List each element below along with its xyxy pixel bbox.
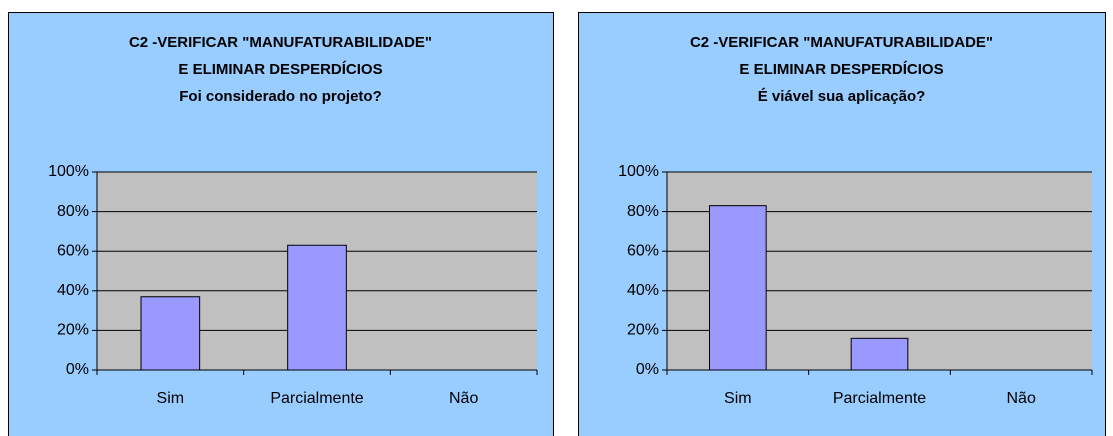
- x-tick-label: Não: [449, 390, 478, 407]
- y-tick-label: 40%: [627, 282, 659, 299]
- x-tick-label: Não: [1006, 390, 1035, 407]
- y-tick-label: 40%: [57, 282, 89, 299]
- chart-title: É viável sua aplicação?: [758, 88, 926, 105]
- chart-title: E ELIMINAR DESPERDÍCIOS: [178, 61, 382, 78]
- x-tick-label: Sim: [157, 390, 185, 407]
- y-tick-label: 60%: [57, 242, 89, 259]
- x-tick-label: Sim: [724, 390, 752, 407]
- y-tick-label: 20%: [627, 322, 659, 339]
- chart-title: C2 -VERIFICAR "MANUFATURABILIDADE": [129, 34, 432, 51]
- chart: C2 -VERIFICAR "MANUFATURABILIDADE" E ELIM…: [578, 12, 1106, 436]
- x-tick-label: Parcialmente: [833, 390, 926, 407]
- y-tick-label: 0%: [636, 361, 659, 378]
- y-tick-label: 0%: [66, 361, 89, 378]
- bar: [709, 205, 767, 371]
- bar: [140, 296, 201, 371]
- chart-title: E ELIMINAR DESPERDÍCIOS: [739, 61, 943, 78]
- y-tick-label: 60%: [627, 242, 659, 259]
- chart-title: Foi considerado no projeto?: [179, 88, 382, 105]
- bar: [287, 244, 347, 371]
- y-tick-label: 80%: [57, 203, 89, 220]
- y-tick-label: 80%: [627, 203, 659, 220]
- y-tick-label: 20%: [57, 322, 89, 339]
- bar: [850, 337, 909, 371]
- chart-title: C2 -VERIFICAR "MANUFATURABILIDADE": [690, 34, 993, 51]
- y-tick-label: 100%: [618, 163, 659, 180]
- y-tick-label: 100%: [48, 163, 89, 180]
- x-tick-label: Parcialmente: [270, 390, 363, 407]
- chart: C2 -VERIFICAR "MANUFATURABILIDADE" E ELIM…: [8, 12, 554, 436]
